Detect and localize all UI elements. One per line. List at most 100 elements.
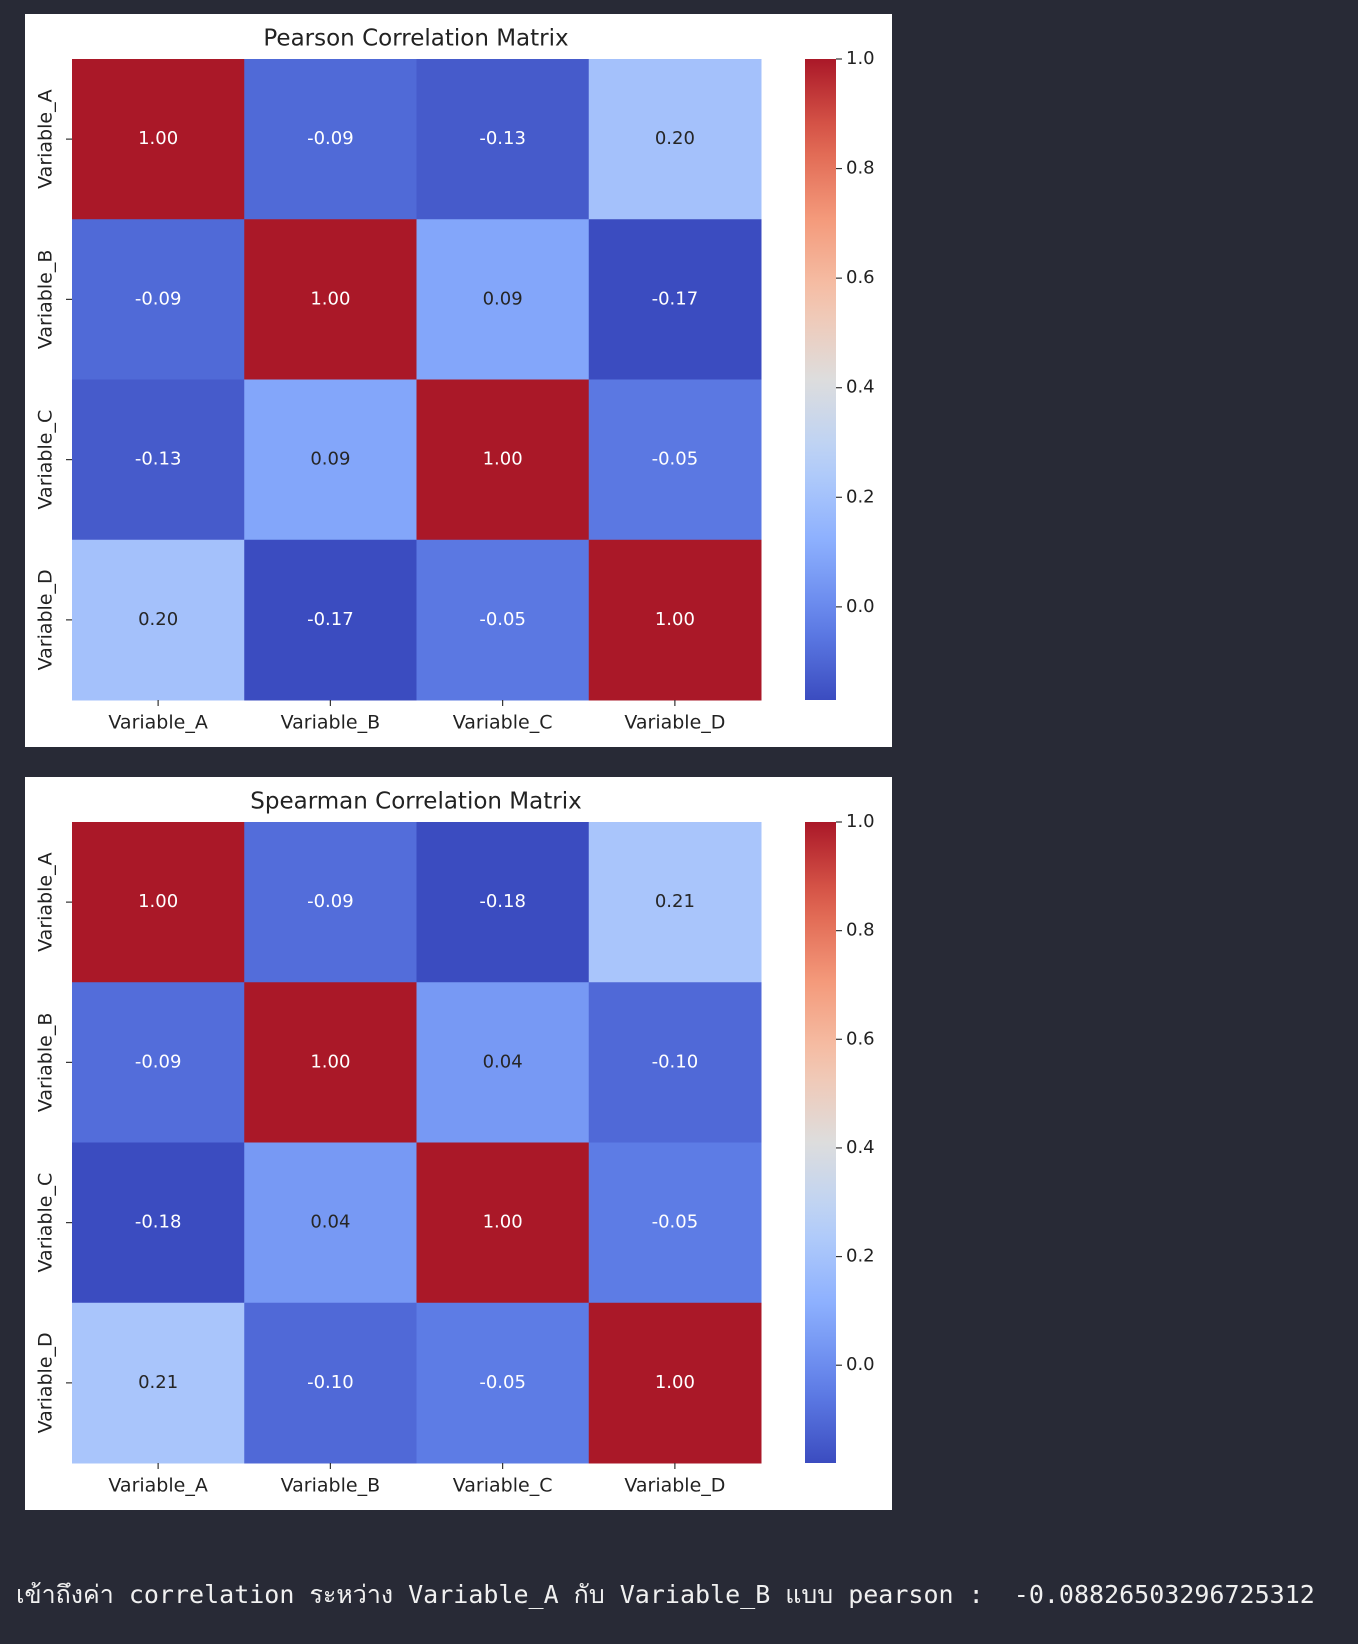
heatmap-cell <box>244 219 417 380</box>
output-text: เข้าถึงค่า correlation ระหว่าง Variable_… <box>16 1580 1315 1609</box>
y-tick-label: Variable_B <box>35 250 57 349</box>
heatmap-cell <box>588 59 762 220</box>
x-tick-label: Variable_A <box>108 1475 207 1497</box>
colorbar-tick-label: 0.0 <box>846 1354 875 1375</box>
heatmap-cell <box>72 982 245 1143</box>
y-tick-label: Variable_D <box>35 1332 57 1433</box>
heatmap-cell <box>416 379 590 541</box>
colorbar-tick-label: 1.0 <box>846 48 875 69</box>
cell-label: 1.00 <box>655 1372 695 1393</box>
colorbar-tick-label: 0.6 <box>846 267 875 288</box>
y-tick-label: Variable_C <box>35 410 57 510</box>
cell-label: -0.13 <box>135 449 182 470</box>
cell-label: 0.21 <box>138 1372 178 1393</box>
cell-label: -0.09 <box>135 1051 182 1072</box>
colorbar <box>805 822 836 1463</box>
cell-label: -0.09 <box>307 128 354 149</box>
cell-label: -0.10 <box>307 1372 354 1393</box>
heatmap-cell <box>244 1142 417 1304</box>
heatmap-cell <box>416 1302 590 1464</box>
heatmap-cell <box>588 822 762 983</box>
colorbar-tick-label: 0.2 <box>846 1246 875 1267</box>
x-tick-label: Variable_D <box>624 712 725 734</box>
x-tick-label: Variable_B <box>281 1475 380 1497</box>
y-tick-label: Variable_B <box>35 1013 57 1112</box>
x-tick-label: Variable_C <box>453 1475 553 1497</box>
y-tick-label: Variable_A <box>35 89 57 188</box>
cell-label: -0.17 <box>307 609 354 630</box>
heatmap-cell <box>416 982 590 1143</box>
colorbar-tick-label: 1.0 <box>846 811 875 832</box>
heatmap-cell <box>72 379 245 541</box>
heatmap-cell <box>416 219 590 380</box>
cell-label: 1.00 <box>310 1051 350 1072</box>
cell-label: 1.00 <box>138 891 178 912</box>
heatmap-cell <box>244 982 417 1143</box>
heatmap-cell <box>588 1142 762 1304</box>
cell-label: 1.00 <box>483 1212 523 1233</box>
x-tick-label: Variable_D <box>624 1475 725 1497</box>
chart-panel: Spearman Correlation Matrix 1.00 -0.09 -0.1… <box>25 777 892 1510</box>
chart-panel: Pearson Correlation Matrix 1.00 -0.09 -0.13… <box>25 14 892 747</box>
x-tick-label: Variable_C <box>453 712 553 734</box>
heatmap-cell <box>416 1142 590 1304</box>
heatmap-cell <box>244 59 417 220</box>
colorbar-tick-label: 0.6 <box>846 1028 875 1049</box>
colorbar-tick-label: 0.8 <box>846 158 875 179</box>
y-tick-label: Variable_D <box>35 569 57 670</box>
chart-title: Spearman Correlation Matrix <box>250 789 581 815</box>
y-tick-label: Variable_A <box>35 852 57 951</box>
heatmap-cell <box>72 822 245 983</box>
colorbar-tick-label: 0.8 <box>846 920 875 941</box>
heatmap-cell <box>244 822 417 983</box>
cell-label: -0.13 <box>479 128 526 149</box>
cell-label: 0.04 <box>310 1212 350 1233</box>
heatmap-cell <box>588 219 762 380</box>
cell-label: -0.18 <box>135 1212 182 1233</box>
heatmap-cell <box>72 1302 245 1464</box>
cell-label: -0.09 <box>307 891 354 912</box>
cell-label: -0.09 <box>135 288 182 309</box>
heatmap-cell <box>588 1302 762 1464</box>
y-tick-label: Variable_C <box>35 1173 57 1273</box>
heatmap-cell <box>72 1142 245 1304</box>
heatmap-cell <box>72 219 245 380</box>
x-tick-label: Variable_A <box>108 712 207 734</box>
chart-title: Pearson Correlation Matrix <box>263 26 568 52</box>
heatmap-cell <box>72 539 245 701</box>
heatmap-cell <box>588 982 762 1143</box>
cell-label: -0.05 <box>479 1372 526 1393</box>
cell-label: 0.20 <box>655 128 695 149</box>
cell-label: 0.21 <box>655 891 695 912</box>
cell-label: -0.17 <box>652 288 699 309</box>
heatmap-cell <box>416 539 590 701</box>
heatmap-cell <box>244 539 417 701</box>
heatmap-cell <box>244 379 417 541</box>
cell-label: -0.05 <box>652 1212 699 1233</box>
heatmap-cell <box>72 59 245 220</box>
colorbar <box>805 59 836 700</box>
colorbar-tick-label: 0.0 <box>846 596 875 617</box>
colorbar-tick-label: 0.2 <box>846 486 875 507</box>
cell-label: 0.20 <box>138 609 178 630</box>
cell-label: -0.18 <box>479 891 526 912</box>
colorbar-tick-label: 0.4 <box>846 377 875 398</box>
heatmap-cell <box>588 379 762 541</box>
cell-label: 0.09 <box>310 449 350 470</box>
cell-label: -0.05 <box>479 609 526 630</box>
cell-label: -0.10 <box>652 1051 699 1072</box>
heatmap-cell <box>416 822 590 983</box>
cell-label: 1.00 <box>138 128 178 149</box>
heatmap-cell <box>416 59 590 220</box>
heatmap-cell <box>588 539 762 701</box>
cell-label: 1.00 <box>655 609 695 630</box>
cell-label: 0.09 <box>483 288 523 309</box>
cell-label: 1.00 <box>483 449 523 470</box>
x-tick-label: Variable_B <box>281 712 380 734</box>
colorbar-tick-label: 0.4 <box>846 1137 875 1158</box>
heatmap-cell <box>244 1302 417 1464</box>
cell-label: 0.04 <box>483 1051 523 1072</box>
cell-label: -0.05 <box>652 449 699 470</box>
